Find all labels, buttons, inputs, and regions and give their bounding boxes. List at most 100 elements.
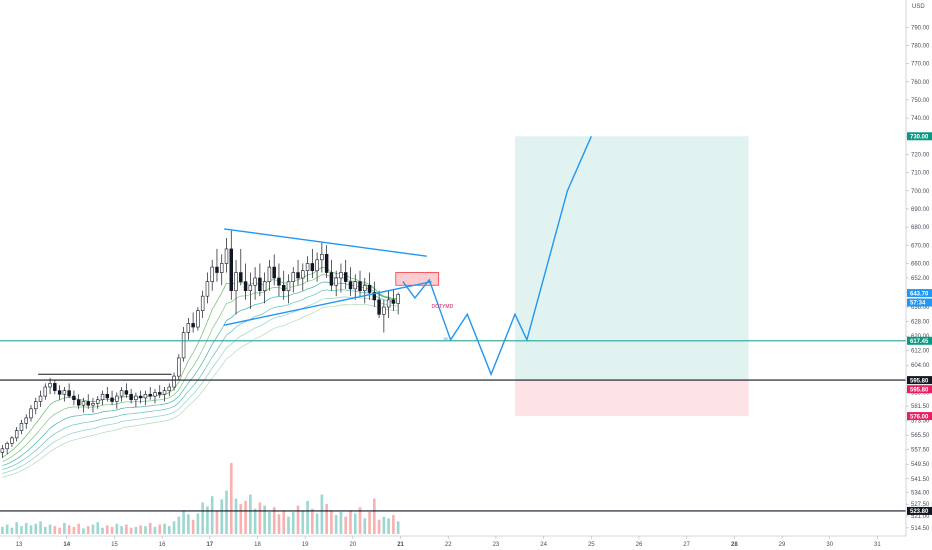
candle-body <box>124 390 129 395</box>
candle-body <box>177 357 181 377</box>
candle-body <box>158 392 162 395</box>
price-tick-label: 534.00 <box>911 490 930 496</box>
horizontal-lines-layer <box>0 340 906 512</box>
volume-bar <box>368 511 371 534</box>
candle-body <box>57 390 62 395</box>
candle-body <box>243 281 248 292</box>
time-tick-label: 20 <box>350 542 357 548</box>
volume-layer <box>1 463 400 534</box>
candle-body <box>76 399 81 406</box>
volume-bar <box>77 523 80 534</box>
candle-body <box>105 393 110 399</box>
candle-body <box>134 395 138 401</box>
projection-path <box>402 136 592 377</box>
candle-body <box>377 299 381 315</box>
price-tick-label: 581.50 <box>911 404 930 410</box>
annotations-layer: DOTYMD 50 <box>432 304 454 341</box>
candle-body <box>34 401 38 410</box>
candle-body <box>172 375 176 388</box>
candle-body <box>286 281 291 292</box>
candle-body <box>153 392 157 397</box>
candle-body <box>10 437 14 444</box>
candle-body <box>143 393 148 399</box>
price-badge <box>907 412 932 421</box>
ma-ribbon-line <box>2 296 399 474</box>
volume-bar <box>239 504 243 534</box>
candle-body <box>48 383 52 388</box>
candle-body <box>67 390 71 397</box>
price-badge-label: 595.80 <box>910 378 929 384</box>
price-badge <box>907 385 932 394</box>
candle-body <box>119 390 124 397</box>
volume-bar <box>101 527 104 534</box>
volume-bar <box>24 522 28 534</box>
volume-bar <box>82 528 85 534</box>
candle-body <box>224 248 229 264</box>
volume-bar <box>105 525 109 534</box>
candles-layer <box>0 230 400 458</box>
candle-body <box>186 323 191 333</box>
volume-bar <box>296 505 300 534</box>
price-badge <box>907 376 932 385</box>
price-tick-label: 573.50 <box>911 419 930 425</box>
candle-body <box>358 281 362 292</box>
price-badge-label: 57:34 <box>910 301 926 307</box>
volume-bar <box>396 521 400 534</box>
volume-bar <box>167 526 171 534</box>
time-tick-label: 15 <box>111 542 118 548</box>
volume-bar <box>187 514 190 534</box>
wedge-lower-line <box>223 280 432 326</box>
candle-body <box>200 295 205 311</box>
price-tick-label: 680.00 <box>911 225 930 231</box>
volume-bar <box>96 522 100 534</box>
candle-body <box>291 272 295 282</box>
price-tick-label: 750.00 <box>911 98 930 104</box>
candle-body <box>272 266 276 279</box>
wedge-upper-line <box>224 228 427 257</box>
price-badge-label: 595.80 <box>910 387 929 393</box>
candle-body <box>281 284 286 292</box>
volume-bar <box>253 508 257 534</box>
price-tick-label: 604.00 <box>911 363 930 369</box>
volume-bar <box>258 502 262 534</box>
volume-bar <box>15 522 19 534</box>
candle-body <box>191 323 195 328</box>
price-tick-label: 740.00 <box>911 116 930 122</box>
volume-bar <box>311 508 314 534</box>
candle-body <box>234 272 238 292</box>
volume-bar <box>91 524 95 534</box>
price-tick-label: 589.00 <box>911 390 930 396</box>
chart-annotation: 50 <box>443 336 448 341</box>
price-tick-label: 720.00 <box>911 152 930 158</box>
price-tick-label: 514.50 <box>911 526 930 532</box>
candle-body <box>148 393 152 397</box>
price-tick-label: 521.00 <box>911 514 930 520</box>
candle-body <box>86 401 90 406</box>
volume-bar <box>34 523 38 534</box>
time-axis[interactable]: 13 14 15 16 17 18 19 20 21 22 23 24 25 26 27 28 29 30 31 <box>16 536 882 548</box>
candle-body <box>215 266 219 273</box>
volume-bar <box>272 507 276 534</box>
price-badge-label: 730.00 <box>910 134 929 140</box>
candle-body <box>43 386 48 397</box>
time-tick-label: 16 <box>159 542 166 548</box>
candle-body <box>19 423 24 431</box>
candle-body <box>262 281 267 292</box>
candle-body <box>334 277 338 286</box>
volume-bar <box>353 513 357 534</box>
price-badge <box>907 298 932 307</box>
candle-body <box>38 395 43 402</box>
volume-bar <box>196 513 200 534</box>
volume-bar <box>291 511 295 534</box>
candle-body <box>391 299 396 304</box>
volume-bar <box>220 499 224 534</box>
candle-body <box>363 284 367 292</box>
volume-bar <box>363 518 367 534</box>
volume-bar <box>120 526 123 534</box>
volume-bar <box>315 513 319 534</box>
candle-body <box>296 272 300 279</box>
price-tick-label: 628.00 <box>911 320 930 326</box>
price-badge <box>907 289 932 298</box>
candle-body <box>277 277 281 286</box>
